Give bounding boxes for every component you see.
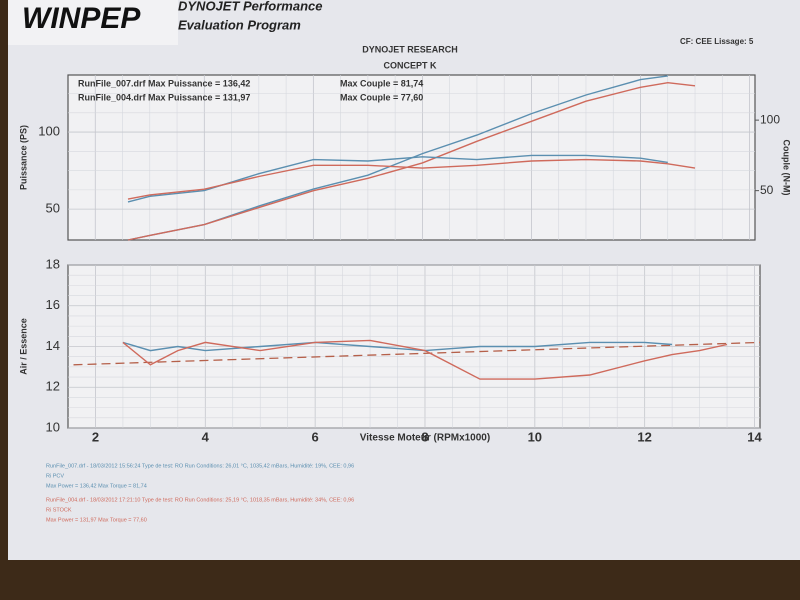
legend-entry: RunFile_004.drf Max Puissance = 131,97 (78, 92, 250, 102)
reference-line (73, 341, 761, 366)
logo-area (8, 0, 178, 45)
product-subtitle: Evaluation Program (178, 17, 301, 32)
y-tick-label: 10 (46, 419, 60, 434)
footer-line: Max Power = 131,97 Max Torque = 77,60 (46, 517, 147, 523)
x-tick-label: 2 (92, 429, 99, 444)
series-line (127, 158, 696, 200)
x-tick-label: 8 (421, 429, 428, 444)
y2-tick-label: 50 (760, 183, 774, 197)
y2-axis-label: Couple (N-M) (782, 140, 792, 196)
legend-entry: Max Couple = 81,74 (340, 78, 423, 88)
y-axis-label: Air / Essence (18, 318, 28, 375)
series-line (122, 341, 673, 352)
x-tick-label: 6 (312, 429, 319, 444)
footer-line: Max Power = 136,42 Max Torque = 81,74 (46, 483, 147, 489)
logo: WINPEP (22, 2, 141, 35)
footer-line: RunFile_007.drf - 18/03/2012 15:56:24 Ty… (46, 463, 354, 469)
y-tick-label: 12 (46, 379, 60, 394)
series-line (127, 154, 668, 203)
legend-entry: RunFile_007.drf Max Puissance = 136,42 (78, 78, 250, 88)
chart-subtitle: CONCEPT K (383, 60, 437, 70)
y-tick-label: 100 (38, 123, 60, 138)
series-line (127, 81, 696, 241)
x-tick-label: 12 (637, 429, 651, 444)
x-tick-label: 14 (747, 429, 762, 444)
footer-line: Ri STOCK (46, 507, 72, 513)
footer-line: Ri PCV (46, 473, 64, 479)
y-tick-label: 18 (46, 256, 60, 271)
series-line (122, 339, 728, 380)
product: DYNOJET Performance (178, 0, 323, 13)
chart-title: DYNOJET RESEARCH (362, 44, 458, 54)
x-tick-label: 4 (202, 429, 210, 444)
settings: CF: CEE Lissage: 5 (680, 37, 754, 46)
y-tick-label: 16 (46, 297, 60, 312)
x-tick-label: 10 (528, 429, 542, 444)
legend-entry: Max Couple = 77,60 (340, 92, 423, 102)
y-tick-label: 14 (46, 338, 60, 353)
y-axis-label: Puissance (PS) (18, 125, 28, 190)
y2-tick-label: 100 (760, 112, 780, 126)
y-tick-label: 50 (46, 201, 60, 216)
footer-line: RunFile_004.drf - 18/03/2012 17:21:10 Ty… (46, 497, 354, 503)
x-axis-label: Vitesse Moteur (RPMx1000) (360, 433, 490, 444)
